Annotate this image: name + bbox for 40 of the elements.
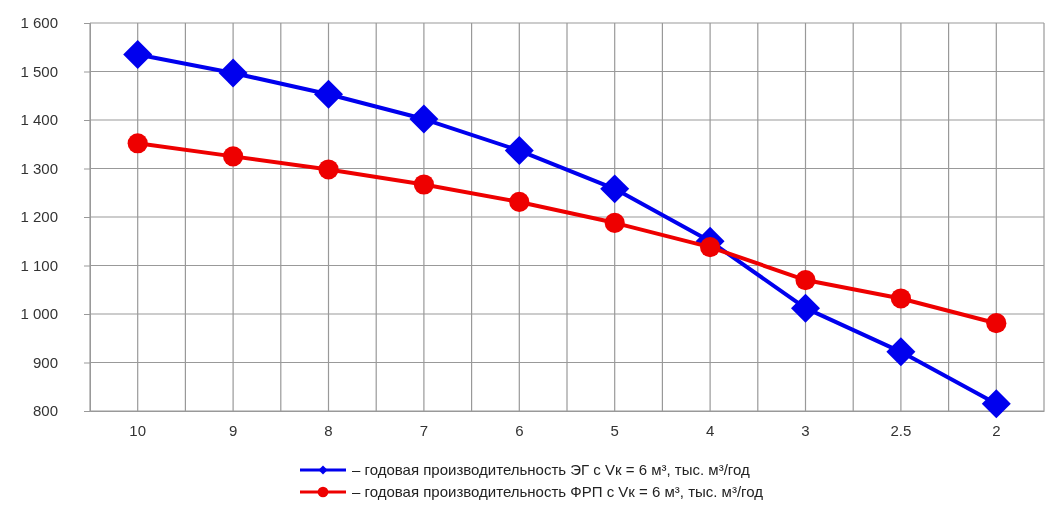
y-tick-label: 1 300 (20, 159, 58, 177)
point (218, 58, 248, 88)
y-tick-label: 1 200 (20, 208, 58, 226)
point (791, 293, 820, 323)
legend-label: – годовая производительность ФРП с Vк = 6 м³, тыс. м³/год (352, 483, 764, 500)
y-tick-label: 1 000 (20, 305, 58, 323)
point (890, 288, 911, 309)
y-tick-label: 800 (32, 402, 58, 420)
x-tick-label: 2.5 (890, 421, 912, 439)
point (604, 212, 625, 233)
x-tick-label: 5 (610, 421, 619, 439)
x-tick-label: 6 (515, 421, 524, 439)
x-tick-label: 8 (324, 421, 333, 439)
point (981, 389, 1011, 419)
point (600, 174, 630, 204)
point (504, 136, 534, 166)
y-tick-label: 1 600 (20, 14, 58, 32)
point (413, 174, 434, 195)
x-tick-label: 7 (419, 421, 429, 439)
point (700, 237, 721, 258)
x-tick-label: 2 (992, 421, 1001, 439)
point (318, 159, 339, 180)
point (127, 133, 148, 154)
point (886, 337, 916, 367)
legend-label: – годовая производительность ЭГ с Vк = 6 м³, тыс. м³/год (352, 461, 750, 478)
point (223, 146, 244, 167)
y-tick-label: 1 400 (20, 111, 58, 129)
point (409, 104, 439, 134)
point (986, 313, 1007, 334)
x-tick-label: 4 (705, 421, 715, 439)
y-tick-label: 1 500 (20, 62, 58, 80)
x-tick-label: 10 (129, 421, 147, 439)
y-tick-label: 900 (32, 353, 58, 371)
x-tick-label: 9 (228, 421, 238, 439)
y-tick-label: 1 100 (20, 256, 58, 274)
x-tick-label: 3 (801, 421, 810, 439)
point (509, 191, 530, 213)
point (795, 269, 816, 291)
point (314, 79, 343, 109)
point (123, 40, 153, 70)
